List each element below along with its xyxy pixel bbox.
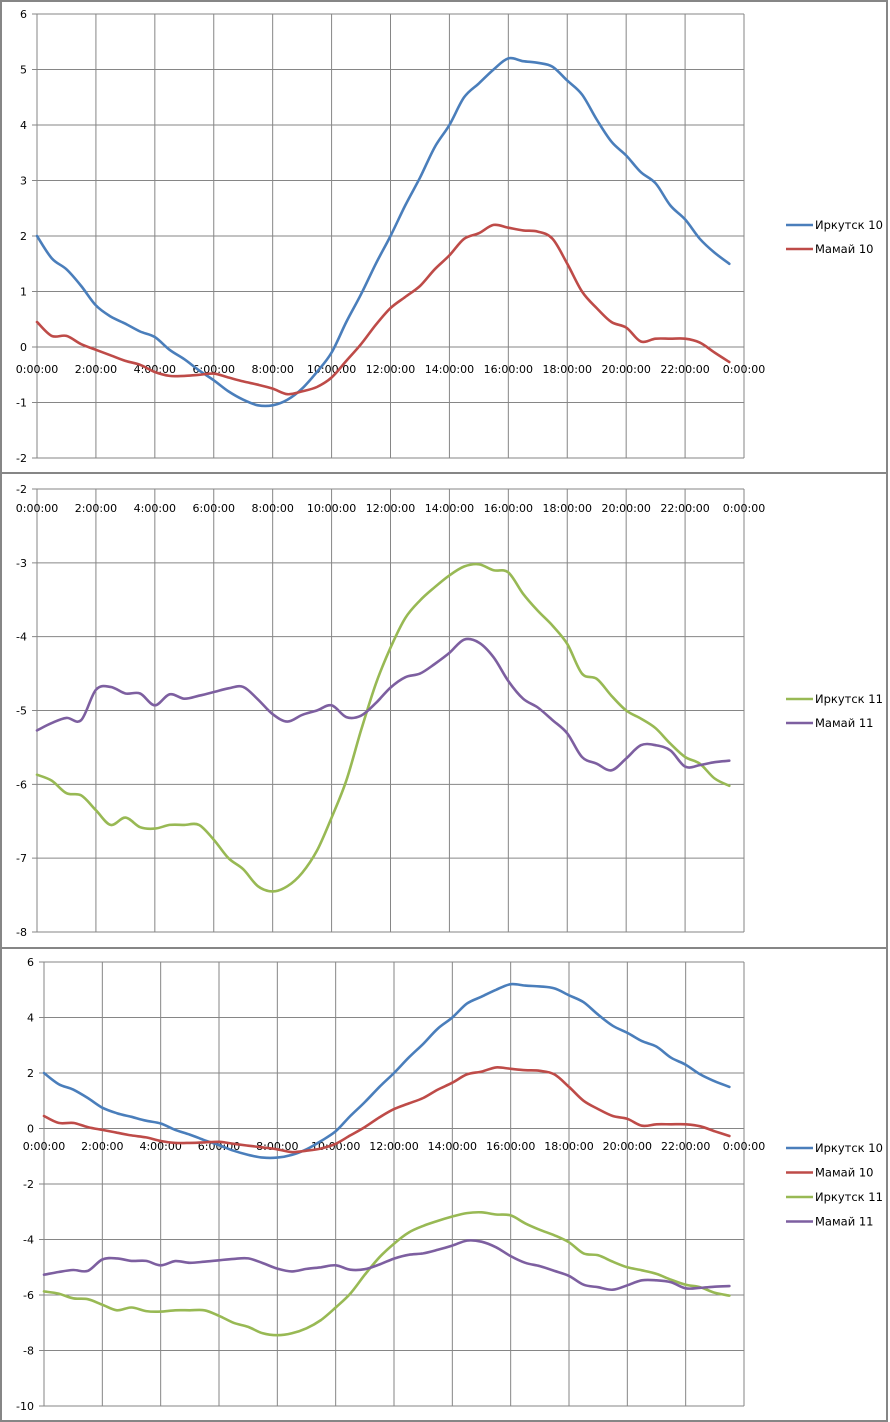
x-tick-label: 0:00:00 xyxy=(723,1140,765,1153)
series-line-1 xyxy=(35,223,731,396)
y-tick-label: 6 xyxy=(27,956,34,969)
series-line-0 xyxy=(35,562,731,893)
legend-label: Мамай 11 xyxy=(815,1215,873,1229)
chart-irkutsk-mamai-11: -2 -3 -4 -5 -6 -7 -8 0:00:00 2:00:00 4:00:00 6:00:… xyxy=(0,472,888,949)
y-tick-label: -8 xyxy=(16,926,27,939)
series-line-2 xyxy=(42,1210,731,1337)
x-tick-label: 2:00:00 xyxy=(81,1140,123,1153)
y-tick-label: -3 xyxy=(16,557,27,570)
y-tick-label: -2 xyxy=(16,452,27,465)
series-points-3 xyxy=(44,1241,730,1290)
gridlines xyxy=(32,13,745,459)
x-tick-label: 2:00:00 xyxy=(75,363,117,376)
legend-label: Иркутск 11 xyxy=(815,1190,883,1204)
series-points-0 xyxy=(37,58,730,405)
y-tick-label: 6 xyxy=(20,8,27,21)
series-points-0 xyxy=(37,564,730,891)
series-line-1 xyxy=(42,1066,731,1154)
y-tick-label: -6 xyxy=(23,1289,34,1302)
y-tick-label: -1 xyxy=(16,397,27,410)
x-tick-label: 0:00:00 xyxy=(723,363,765,376)
x-tick-label: 12:00:00 xyxy=(369,1140,418,1153)
x-tick-label: 12:00:00 xyxy=(366,502,415,515)
gridlines xyxy=(32,488,745,933)
legend: Иркутск 11 Мамай 11 xyxy=(786,692,883,730)
x-tick-label: 0:00:00 xyxy=(723,502,765,515)
series-points-1 xyxy=(37,640,730,771)
y-tick-label: -10 xyxy=(16,1400,34,1413)
x-tick-label: 10:00:00 xyxy=(307,363,356,376)
series-points-0 xyxy=(44,984,730,1158)
series-points-2 xyxy=(44,1212,730,1335)
chart-irkutsk-mamai-10: 6 5 4 3 2 1 0 -1 -2 0:00:00 2:00:00 4:00:00 6:00:00 8… xyxy=(0,0,888,474)
x-tick-label: 16:00:00 xyxy=(486,1140,535,1153)
legend-label: Мамай 10 xyxy=(815,242,873,256)
x-tick-label: 10:00:00 xyxy=(307,502,356,515)
x-tick-label: 22:00:00 xyxy=(660,502,709,515)
x-tick-label: 2:00:00 xyxy=(75,502,117,515)
y-tick-label: 4 xyxy=(20,119,27,132)
x-tick-label: 16:00:00 xyxy=(484,363,533,376)
legend-label: Иркутск 10 xyxy=(815,1141,883,1155)
gridlines xyxy=(39,961,745,1407)
x-tick-label: 16:00:00 xyxy=(484,502,533,515)
x-tick-label: 20:00:00 xyxy=(601,363,650,376)
x-tick-label: 8:00:00 xyxy=(256,1140,298,1153)
x-tick-label: 20:00:00 xyxy=(601,502,650,515)
y-tick-label: 0 xyxy=(20,341,27,354)
x-tick-label: 18:00:00 xyxy=(543,363,592,376)
y-tick-label: -2 xyxy=(16,483,27,496)
x-tick-label: 22:00:00 xyxy=(660,363,709,376)
y-tick-label: -7 xyxy=(16,852,27,865)
x-tick-label: 14:00:00 xyxy=(425,502,474,515)
chart-2-svg: -2 -3 -4 -5 -6 -7 -8 0:00:00 2:00:00 4:00:00 6:00:… xyxy=(16,483,883,939)
x-tick-label: 0:00:00 xyxy=(23,1140,65,1153)
legend-label: Мамай 10 xyxy=(815,1166,873,1180)
series-line-0 xyxy=(35,56,731,408)
y-tick-label: -6 xyxy=(16,778,27,791)
y-tick-label: 5 xyxy=(20,64,27,77)
x-tick-label: 4:00:00 xyxy=(134,502,176,515)
y-tick-label: -2 xyxy=(23,1178,34,1191)
x-tick-label: 0:00:00 xyxy=(16,502,58,515)
x-tick-label: 8:00:00 xyxy=(251,363,293,376)
x-tick-label: 12:00:00 xyxy=(366,363,415,376)
legend-label: Иркутск 10 xyxy=(815,218,883,232)
legend: Иркутск 10 Мамай 10 Иркутск 11 Мамай 11 xyxy=(786,1141,883,1229)
legend-label: Иркутск 11 xyxy=(815,692,883,706)
x-tick-label: 14:00:00 xyxy=(428,1140,477,1153)
y-tick-label: -5 xyxy=(16,705,27,718)
y-tick-label: 1 xyxy=(20,286,27,299)
x-tick-label: 14:00:00 xyxy=(425,363,474,376)
x-tick-label: 18:00:00 xyxy=(544,1140,593,1153)
series-line-1 xyxy=(35,637,731,772)
legend: Иркутск 10 Мамай 10 xyxy=(786,218,883,256)
legend-label: Мамай 11 xyxy=(815,716,873,730)
x-tick-label: 22:00:00 xyxy=(661,1140,710,1153)
x-tick-label: 18:00:00 xyxy=(543,502,592,515)
y-tick-label: -4 xyxy=(23,1234,34,1247)
y-tick-label: 2 xyxy=(20,230,27,243)
chart-combined: 6 4 2 0 -2 -4 -6 -8 -10 0:00:00 2:00:00 4:00:00 6:00… xyxy=(0,947,888,1422)
x-tick-label: 0:00:00 xyxy=(16,363,58,376)
series-line-3 xyxy=(42,1239,731,1292)
x-tick-label: 10:00:00 xyxy=(311,1140,360,1153)
series-line-0 xyxy=(42,982,731,1160)
y-tick-label: 4 xyxy=(27,1012,34,1025)
y-tick-label: -8 xyxy=(23,1345,34,1358)
y-tick-label: 3 xyxy=(20,175,27,188)
y-tick-label: 2 xyxy=(27,1067,34,1080)
x-tick-label: 6:00:00 xyxy=(193,502,235,515)
y-tick-label: 0 xyxy=(27,1123,34,1136)
x-tick-label: 8:00:00 xyxy=(251,502,293,515)
x-tick-label: 20:00:00 xyxy=(603,1140,652,1153)
y-tick-label: -4 xyxy=(16,631,27,644)
